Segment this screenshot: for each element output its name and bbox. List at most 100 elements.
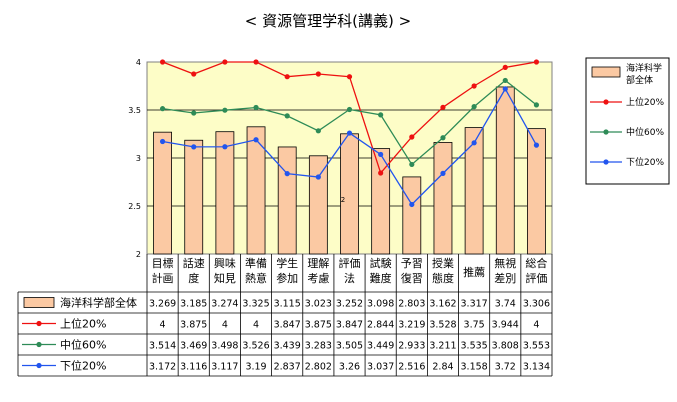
table-cell: 4: [160, 320, 166, 331]
data-point: [253, 104, 259, 111]
data-point: [191, 71, 197, 77]
x-tick-label: 推薦: [463, 265, 485, 279]
bar: [246, 126, 266, 255]
data-point: [409, 201, 415, 208]
legend-box: [585, 57, 670, 185]
data-point: [378, 151, 384, 158]
table-cell: 3.505: [336, 341, 363, 352]
bar: [402, 176, 422, 255]
x-tick-label-line: 熱意: [245, 271, 267, 285]
table-legend-marker: [36, 362, 42, 369]
table-cell: 3.26: [339, 362, 360, 373]
table-cell: 3.023: [305, 299, 332, 310]
data-point: [440, 104, 446, 110]
table-cell: 3.252: [336, 299, 363, 310]
table-cell: 3.449: [367, 341, 394, 352]
table-cell: 3.116: [180, 362, 207, 373]
table-series-name: 上位20%: [60, 317, 106, 331]
table-cell: 3.274: [211, 299, 238, 310]
data-point: [440, 135, 446, 141]
y-tick-label: 4: [136, 58, 141, 67]
data-point: [533, 59, 540, 65]
bar: [527, 128, 546, 255]
data-point: [409, 161, 415, 168]
x-tick-label: 授業態度: [432, 256, 454, 285]
legend-label: 上位20%: [626, 96, 664, 108]
table-cell: 2.837: [274, 362, 301, 373]
table-cell: 3.847: [336, 320, 363, 331]
data-point: [315, 71, 321, 77]
data-point: [284, 74, 290, 80]
x-tick-label-line: 評価: [339, 256, 361, 270]
data-point: [315, 174, 321, 180]
table-cell: 3.526: [242, 341, 269, 352]
table-cell: 3.875: [180, 320, 207, 331]
table-cell: 3.944: [492, 320, 519, 331]
x-tick-label: 予習復習: [401, 257, 423, 285]
x-tick-label-line: 興味: [214, 257, 236, 270]
table-cell: 2.803: [398, 299, 425, 310]
bar: [215, 131, 235, 255]
table-cell: 3.528: [429, 320, 456, 331]
data-point: [533, 142, 540, 148]
table-cell: 4: [222, 320, 228, 331]
table-cell: 3.847: [274, 320, 301, 331]
x-tick-label-line: 理解: [307, 256, 329, 270]
table-cell: 3.535: [461, 341, 488, 352]
legend-label: 海洋科学部全体: [626, 62, 662, 86]
legend-marker: [603, 99, 609, 105]
bar: [340, 133, 359, 255]
data-point: [253, 59, 259, 65]
x-tick-label-line: 準備: [245, 256, 267, 270]
x-tick-label-line: 無視: [494, 256, 516, 270]
x-tick-label-line: 知見: [214, 271, 236, 285]
data-point: [346, 74, 353, 80]
data-point: [159, 59, 166, 65]
data-point: [159, 106, 166, 112]
data-point: [222, 59, 228, 65]
x-tick-label-line: 総合: [525, 256, 547, 270]
chart-title: < 資源管理学科(講義) >: [245, 12, 411, 30]
data-point: [159, 138, 166, 145]
x-tick-label-line: 予習: [401, 257, 423, 270]
table-legend-marker: [36, 341, 42, 348]
data-point: [222, 107, 228, 113]
table-cell: 3.211: [429, 341, 456, 352]
x-tick-label: 評価法: [339, 256, 361, 285]
table-cell: 3.306: [523, 299, 550, 310]
table-cell: 2.516: [398, 362, 425, 373]
x-tick-label-line: 目標: [152, 256, 174, 270]
data-point: [346, 106, 353, 113]
bar: [277, 146, 297, 255]
legend-label-line: 上位20%: [626, 96, 664, 108]
data-point: [284, 171, 290, 177]
table-cell: 3.185: [180, 299, 207, 310]
table-cell: 3.75: [464, 320, 485, 331]
legend-marker: [603, 159, 609, 165]
table-cell: 3.469: [180, 341, 207, 352]
x-tick-label: 興味知見: [214, 257, 236, 285]
x-tick-label: 試験難度: [370, 256, 392, 285]
x-tick-label-line: 話速: [183, 256, 205, 270]
data-point: [378, 170, 384, 176]
data-point: [284, 113, 290, 119]
data-point: [471, 104, 477, 110]
data-point: [440, 170, 446, 176]
table-cell: 3.439: [274, 341, 301, 352]
bar: [308, 155, 328, 255]
bar: [433, 142, 453, 255]
x-tick-label-line: 考慮: [307, 271, 329, 285]
table-cell: 3.875: [305, 320, 332, 331]
data-point: [346, 130, 353, 136]
table-cell: 3.283: [305, 341, 332, 352]
table-cell: 2.84: [432, 362, 453, 373]
table-cell: 3.134: [523, 362, 550, 373]
legend-marker: [603, 129, 609, 135]
bar: [495, 86, 515, 255]
table-legend-marker: [36, 320, 42, 327]
table-cell: 3.317: [461, 299, 488, 310]
table-cell: 3.098: [367, 299, 394, 310]
x-tick-label: 無視差別: [494, 256, 516, 285]
table-cell: 3.19: [245, 362, 266, 373]
